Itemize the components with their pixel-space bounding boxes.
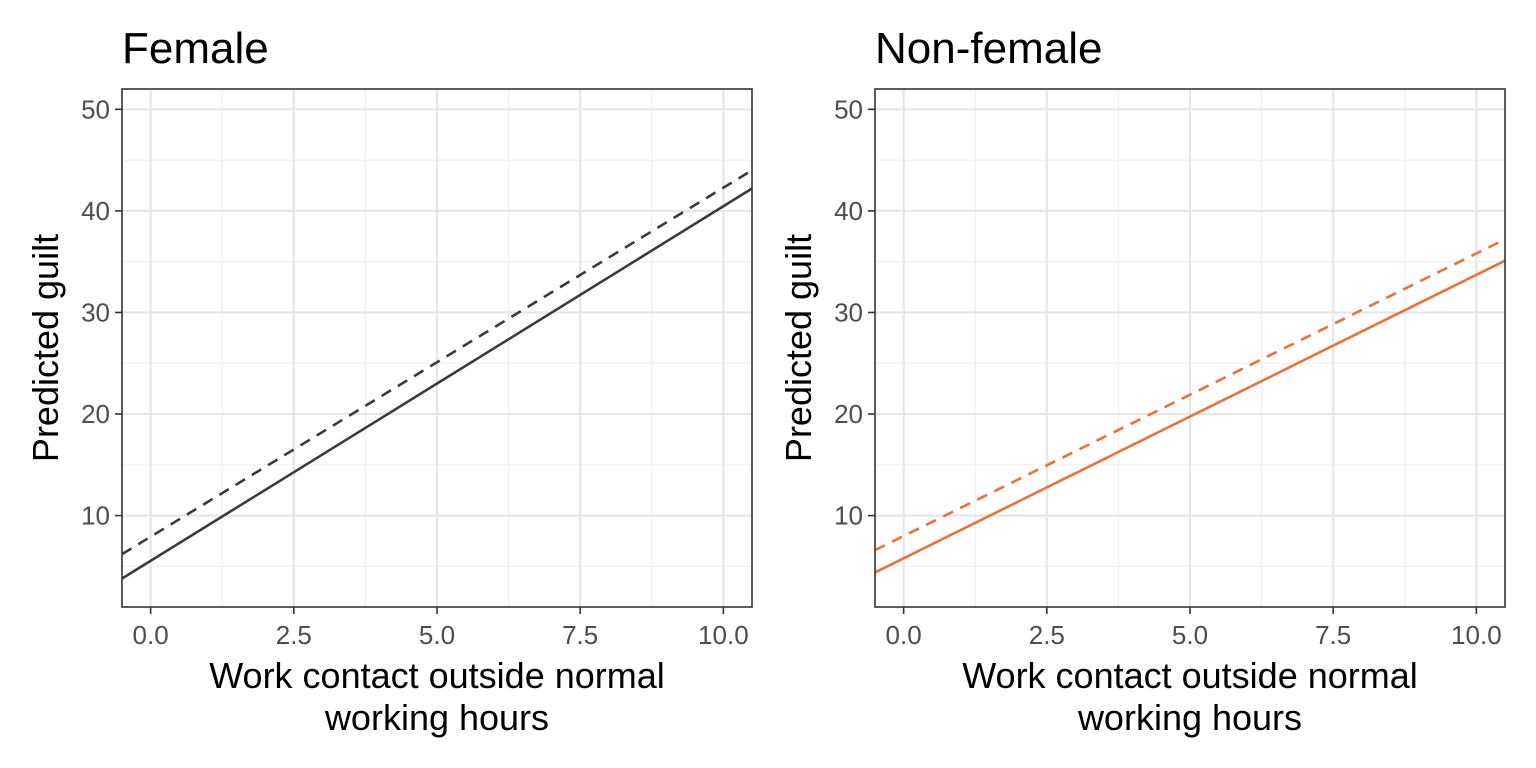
series-line-dashed (121, 169, 753, 556)
y-axis-title: Predicted guilt (25, 234, 66, 462)
x-tick-label: 0.0 (886, 620, 922, 650)
y-axis-title: Predicted guilt (778, 234, 819, 462)
panel-body: 10 20 30 40 50 0.0 2.5 5.0 7.5 10.0 (81, 88, 753, 650)
x-axis-title-line-1: Work contact outside normal (209, 655, 665, 696)
x-tick-label: 0.0 (133, 620, 169, 650)
x-tick-label: 10.0 (698, 620, 749, 650)
series-line-dashed (874, 238, 1506, 552)
series-line-solid (121, 187, 753, 580)
x-tick-label: 5.0 (419, 620, 455, 650)
y-tick-label: 40 (81, 196, 110, 226)
y-tick-label: 50 (834, 94, 863, 124)
y-tick-label: 50 (81, 94, 110, 124)
panel-non-female: Non-female 10 20 30 40 50 0.0 2.5 5.0 7.5 10.0 Wo… (778, 24, 1506, 738)
y-tick-label: 10 (81, 501, 110, 531)
panel-body: 10 20 30 40 50 0.0 2.5 5.0 7.5 10.0 (834, 88, 1506, 650)
x-tick-label: 2.5 (1029, 620, 1065, 650)
y-tick-label: 30 (834, 297, 863, 327)
x-axis-title-line-2: working hours (1077, 697, 1302, 738)
x-tick-label: 7.5 (562, 620, 598, 650)
series-line-solid (874, 259, 1506, 574)
x-axis-title-line-2: working hours (324, 697, 549, 738)
y-tick-label: 30 (81, 297, 110, 327)
x-axis-title-line-1: Work contact outside normal (962, 655, 1418, 696)
x-tick-label: 10.0 (1451, 620, 1502, 650)
y-tick-label: 40 (834, 196, 863, 226)
y-tick-label: 10 (834, 501, 863, 531)
x-tick-label: 2.5 (276, 620, 312, 650)
panel-title: Non-female (875, 24, 1102, 73)
panel-title: Female (122, 24, 269, 73)
x-tick-label: 5.0 (1172, 620, 1208, 650)
y-tick-label: 20 (81, 399, 110, 429)
panel-female: Female 10 20 30 40 50 0.0 2.5 5.0 7.5 10.0 Work c… (25, 24, 753, 738)
x-tick-label: 7.5 (1315, 620, 1351, 650)
y-tick-label: 20 (834, 399, 863, 429)
